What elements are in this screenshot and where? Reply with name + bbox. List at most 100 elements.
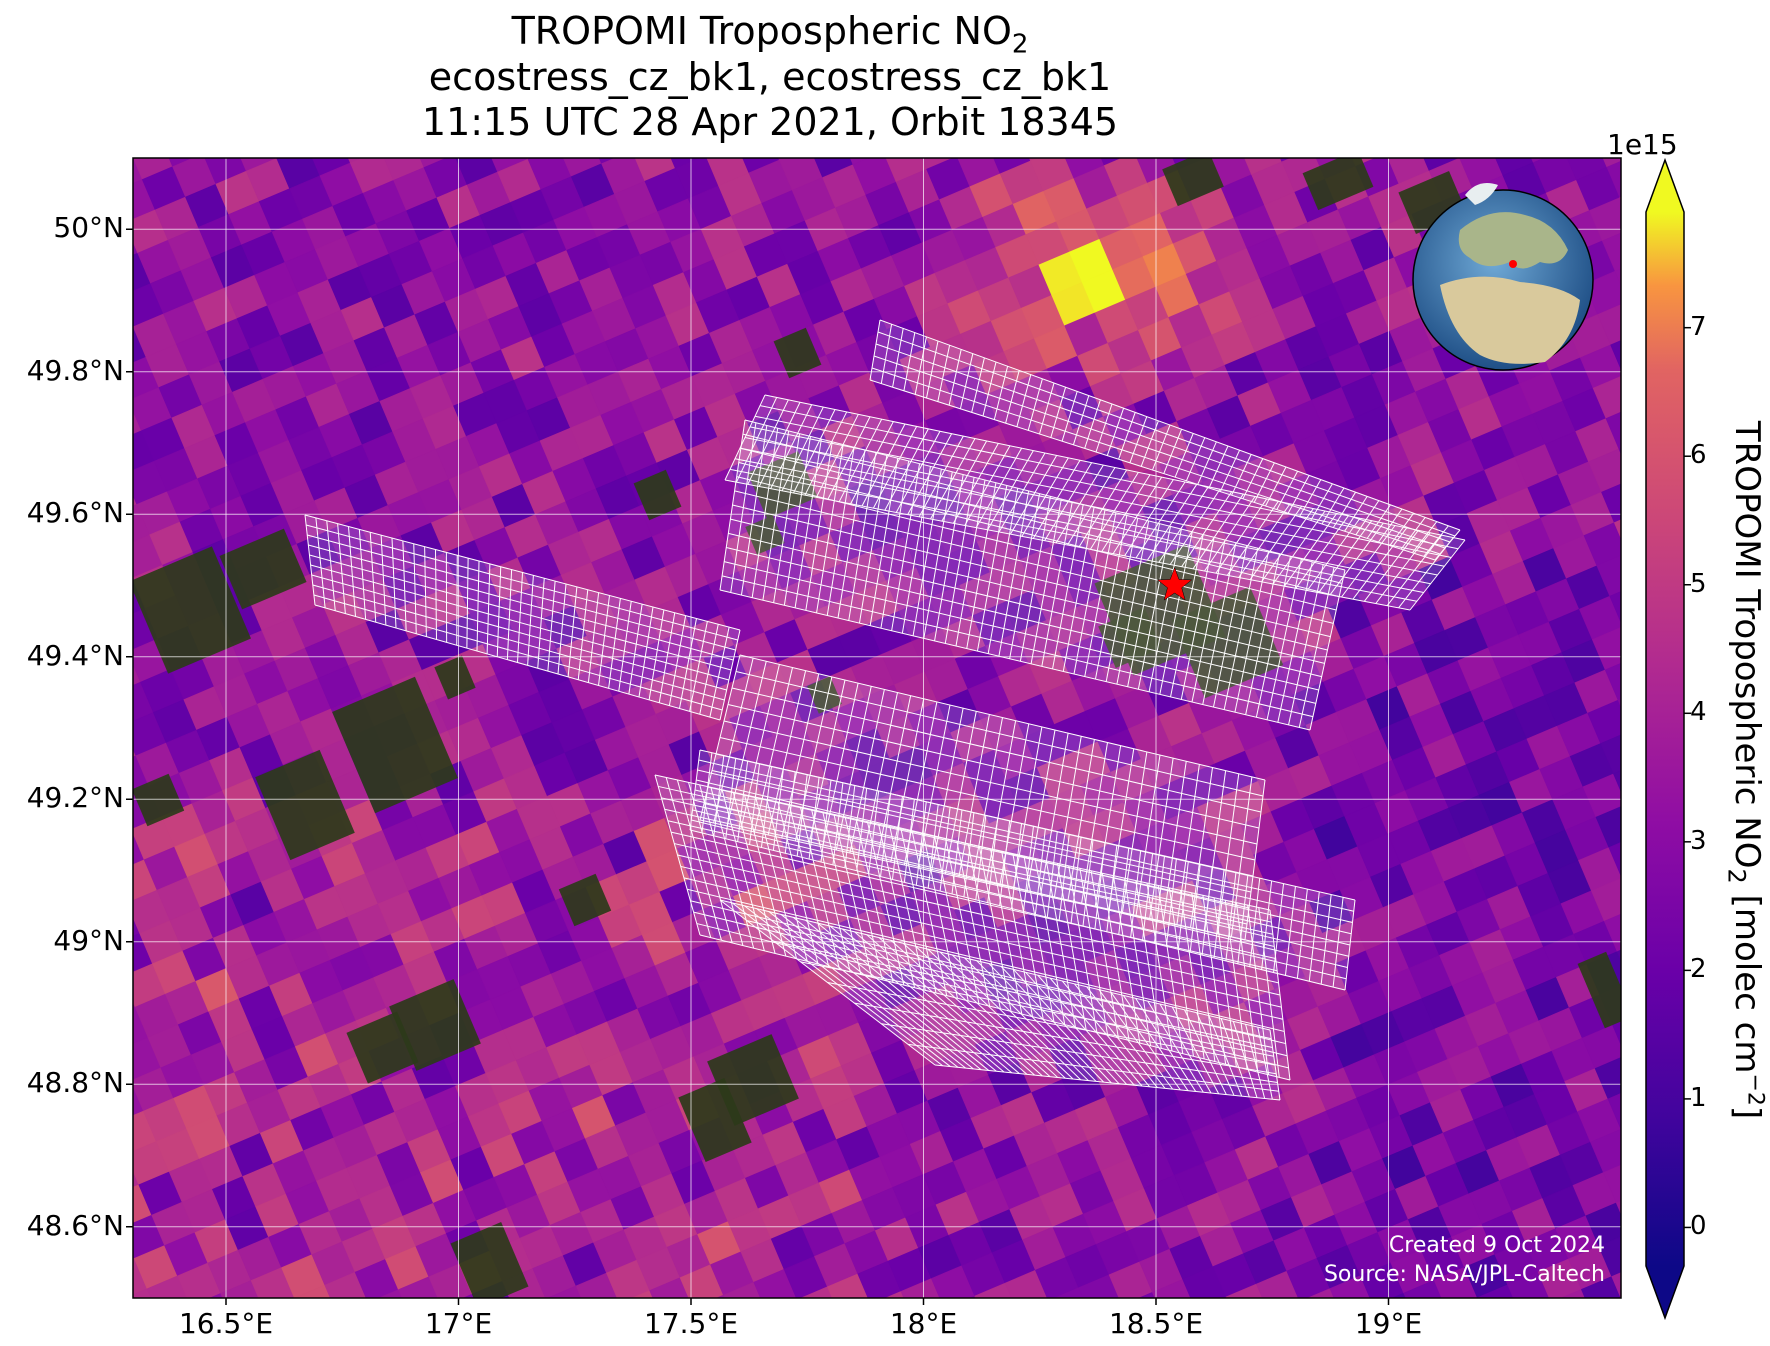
swath-gridline [598, 595, 610, 686]
no2-pixel [780, 1330, 823, 1346]
no2-pixel [1256, 88, 1299, 131]
no2-pixel [800, 1286, 833, 1298]
swath-gridline [1185, 437, 1206, 481]
swath-gridline [719, 589, 1311, 731]
swath-gridline [732, 504, 1328, 651]
no2-pixel [307, 1315, 350, 1346]
swath-gridline [309, 554, 732, 671]
basemap-patch [678, 1078, 752, 1162]
no2-pixel [1306, 1288, 1335, 1298]
swath-gridline [1208, 445, 1229, 489]
colorbar-tick-label: 5 [1690, 568, 1707, 599]
swath-gridline [875, 343, 1451, 543]
no2-pixel [1078, 1274, 1120, 1298]
no2-pixel [1279, 158, 1292, 163]
x-tick-label: 18°E [889, 1307, 958, 1340]
swath-gridline [527, 575, 534, 666]
swath-gridline [680, 865, 1282, 1008]
swath-gridline [380, 535, 387, 626]
swath-gridline [466, 558, 469, 649]
colorbar-tick-label: 2 [1690, 954, 1707, 985]
no2-pixel [1152, 96, 1195, 139]
no2-pixel [1178, 1340, 1221, 1346]
swath-gridline [697, 769, 1353, 923]
basemap-patch [332, 676, 458, 814]
no2-pixel [1534, 1333, 1577, 1346]
swath-gridline [1219, 449, 1241, 492]
no2-pixel [1269, 1301, 1312, 1344]
no2-pixel [1031, 1331, 1074, 1346]
no2-pixel [1048, 105, 1091, 148]
swath-gridline [734, 490, 1331, 638]
y-tick-label: 49.8°N [26, 353, 124, 387]
no2-pixel [1282, 1332, 1325, 1346]
swath-gridline [661, 797, 1273, 935]
no2-pixel [1603, 1164, 1621, 1204]
no2-pixel [1613, 519, 1621, 540]
swath-gridline [699, 624, 719, 715]
no2-pixel [77, 266, 120, 309]
swath-gridline [746, 920, 1272, 1040]
no2-pixel [1225, 1283, 1263, 1298]
swath-gridline [517, 572, 523, 663]
swath-gridline [1027, 378, 1043, 431]
basemap-patch [1302, 158, 1374, 211]
swath-gridline [618, 601, 632, 692]
swath-gridline [313, 594, 723, 711]
swath-gridline [982, 361, 997, 417]
no2-pixel [1459, 158, 1461, 159]
swath-gridline [689, 621, 708, 712]
y-tick-label: 48.6°N [26, 1208, 124, 1242]
no2-pixel [1612, 1021, 1621, 1046]
swath-gridline [348, 526, 356, 617]
x-tick-label: 17.5°E [643, 1307, 739, 1340]
no2-pixel [1100, 158, 1123, 166]
basemap-patch [219, 528, 307, 610]
swath-gridline [1400, 517, 1426, 550]
no2-pixel [80, 695, 123, 738]
swath-gridline [696, 923, 1289, 1069]
map-subtitle-time: 11:15 UTC 28 Apr 2021, Orbit 18345 [421, 100, 1119, 144]
no2-pixel [528, 1329, 571, 1346]
no2-pixel [398, 1276, 439, 1298]
no2-pixel [650, 95, 693, 138]
swath-gridline [699, 819, 1246, 941]
swath-gridline [724, 561, 1316, 704]
x-tick-label: 18.5°E [1108, 1307, 1204, 1340]
swath-gridline [742, 433, 1343, 584]
no2-pixel [1604, 662, 1621, 701]
colorbar-exponent-label: 1e15 [1607, 128, 1678, 161]
colorbar-extend-max [1646, 160, 1684, 212]
no2-pixel [1404, 97, 1447, 140]
swath-gridline [413, 543, 417, 634]
no2-pixel [338, 1303, 381, 1346]
swath-gridline [679, 618, 697, 709]
swath-gridline [711, 770, 1252, 893]
no2-pixel [1614, 268, 1621, 286]
swath-gridline [739, 654, 1266, 781]
no2-pixel [83, 1124, 126, 1167]
no2-pixel [1610, 340, 1621, 371]
no2-pixel [1609, 591, 1621, 624]
swath-gridline [326, 520, 336, 611]
no2-pixel [1588, 448, 1621, 493]
swath-fill [720, 900, 1280, 1100]
swath-gridline [726, 547, 1319, 691]
swath-gridline [587, 592, 600, 683]
no2-pixel [1138, 1291, 1156, 1298]
swath-gridline [881, 1023, 1278, 1083]
no2-pixel [1591, 626, 1621, 671]
no2-pixel [1299, 106, 1342, 149]
swath-gridline [307, 534, 736, 651]
no2-pixel [723, 1281, 761, 1298]
swath-gridline [1084, 399, 1101, 449]
swath-gridline [1332, 491, 1357, 528]
x-tick-label: 17°E [424, 1307, 493, 1340]
no2-pixel [86, 119, 129, 162]
swath-gridline [687, 888, 1285, 1032]
swath-gridline [654, 774, 1271, 911]
swath-gridline [721, 575, 1314, 718]
swath-fill [305, 515, 740, 720]
site-marker-star [1156, 566, 1193, 601]
